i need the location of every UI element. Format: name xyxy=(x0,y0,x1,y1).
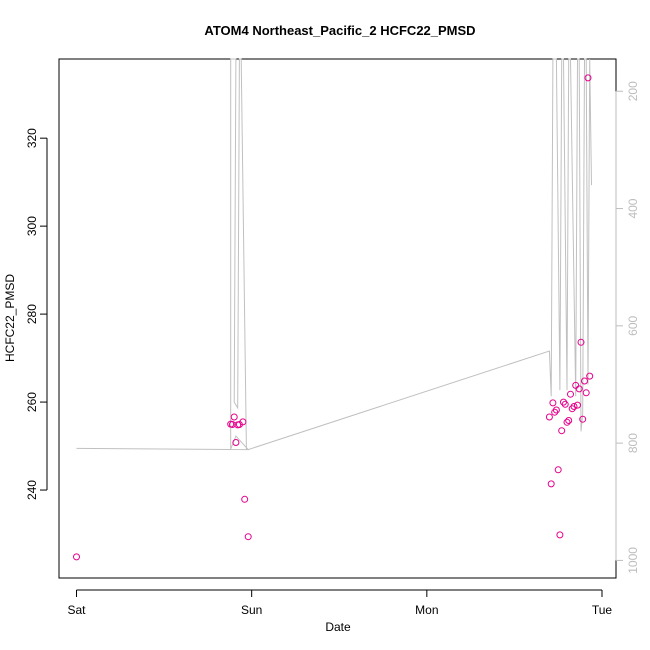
x-tick-label-2: Mon xyxy=(415,603,438,617)
data-point-32 xyxy=(584,74,592,82)
data-point-15 xyxy=(554,466,562,474)
data-point-26 xyxy=(574,401,581,409)
data-point-10 xyxy=(545,413,553,421)
x-tick-label-0: Sat xyxy=(68,603,87,617)
data-point-14 xyxy=(552,406,560,414)
data-point-7 xyxy=(239,418,247,426)
x-tick-label-3: Tue xyxy=(592,603,613,617)
data-point-4 xyxy=(232,439,240,446)
y-axis-label: HCFC22_PMSD xyxy=(3,274,17,362)
plot-frame xyxy=(58,58,617,579)
data-point-27 xyxy=(575,385,583,393)
y2-tick-label-1: 400 xyxy=(626,198,640,218)
data-point-18 xyxy=(560,398,567,406)
data-point-3 xyxy=(230,413,238,421)
data-point-29 xyxy=(579,415,587,423)
data-point-33 xyxy=(586,372,594,380)
y-tick-label-3: 300 xyxy=(25,216,39,236)
data-point-30 xyxy=(581,377,588,385)
data-point-22 xyxy=(567,390,574,398)
data-point-23 xyxy=(568,405,576,413)
data-point-9 xyxy=(244,533,252,541)
data-point-24 xyxy=(570,403,578,410)
x-axis-label: Date xyxy=(325,620,351,634)
data-point-25 xyxy=(572,381,580,389)
data-point-12 xyxy=(549,399,557,407)
y2-tick-label-3: 800 xyxy=(626,433,640,453)
data-point-28 xyxy=(577,338,585,346)
chart-title: ATOM4 Northeast_Pacific_2 HCFC22_PMSD xyxy=(204,23,475,38)
data-point-0 xyxy=(73,553,80,561)
data-point-21 xyxy=(565,417,573,424)
y-tick-label-0: 240 xyxy=(25,480,39,500)
y2-tick-label-4: 1000 xyxy=(626,547,640,574)
y-tick-label-4: 320 xyxy=(25,128,39,148)
data-point-16 xyxy=(556,531,564,539)
series-line-0 xyxy=(76,58,592,451)
data-point-2 xyxy=(228,421,236,428)
data-point-11 xyxy=(547,480,555,488)
data-point-20 xyxy=(563,418,571,426)
data-point-8 xyxy=(241,495,249,503)
y2-tick-label-2: 600 xyxy=(626,315,640,335)
data-point-13 xyxy=(551,408,559,416)
x-tick-label-1: Sun xyxy=(241,603,262,617)
data-point-31 xyxy=(582,389,590,397)
data-point-19 xyxy=(561,400,569,408)
y2-tick-label-0: 200 xyxy=(626,81,640,101)
y-tick-label-1: 260 xyxy=(25,392,39,412)
data-point-17 xyxy=(558,427,566,435)
y-tick-label-2: 280 xyxy=(25,304,39,324)
